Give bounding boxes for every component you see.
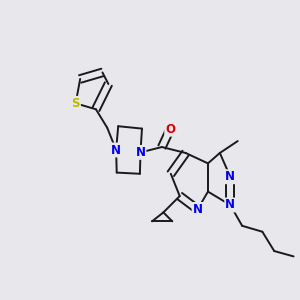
Text: O: O <box>165 123 175 136</box>
Text: N: N <box>225 170 235 183</box>
Text: S: S <box>71 97 80 110</box>
Text: N: N <box>136 146 146 159</box>
Text: N: N <box>111 143 121 157</box>
Text: N: N <box>225 199 235 212</box>
Text: N: N <box>193 203 202 216</box>
